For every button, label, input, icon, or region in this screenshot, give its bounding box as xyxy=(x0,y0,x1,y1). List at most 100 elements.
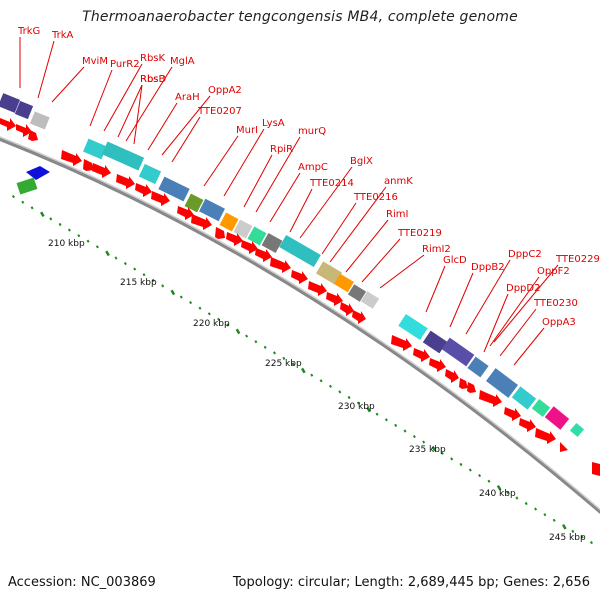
gene-label: TTE0214 xyxy=(309,178,354,189)
leader-line xyxy=(161,95,211,156)
cds-arrow xyxy=(467,382,476,393)
minor-tick xyxy=(282,356,286,360)
kbp-label: 230 kbp xyxy=(338,402,375,412)
minor-tick xyxy=(347,395,351,400)
minor-tick xyxy=(459,462,463,467)
cog-box xyxy=(511,386,537,410)
minor-tick xyxy=(151,278,155,282)
minor-tick xyxy=(524,501,528,506)
minor-tick xyxy=(95,245,99,249)
leader-line xyxy=(269,172,301,223)
cog-box xyxy=(247,226,267,246)
gene-label: OppA3 xyxy=(542,317,576,328)
length-value: 2,689,445 bp xyxy=(407,575,495,590)
minor-tick xyxy=(329,384,332,388)
cds-arrow xyxy=(151,191,170,206)
cog-box xyxy=(184,193,204,213)
cds-arrow xyxy=(215,227,225,239)
minor-tick xyxy=(207,312,211,316)
minor-tick xyxy=(310,373,314,377)
accession-label: Accession: xyxy=(8,575,77,590)
gene-label: DppC2 xyxy=(508,249,542,260)
cog-box xyxy=(219,212,239,232)
leader-line xyxy=(425,265,446,313)
minor-tick xyxy=(67,228,71,232)
topology-label: Topology: xyxy=(232,575,294,590)
gene-label: MglA xyxy=(170,56,195,67)
kbp-label: 210 kbp xyxy=(48,239,85,249)
cog-box xyxy=(569,422,585,438)
cog-box xyxy=(467,356,489,378)
gene-label: TrkA xyxy=(51,30,74,41)
cds-arrow xyxy=(429,358,446,372)
topology-value: circular xyxy=(297,575,346,590)
kbp-label: 225 kbp xyxy=(265,359,302,369)
minor-tick xyxy=(263,345,267,349)
minor-tick xyxy=(49,217,53,221)
minor-tick xyxy=(189,301,193,305)
cog-box xyxy=(83,138,107,160)
accession-value: NC_003869 xyxy=(80,575,156,590)
major-tick xyxy=(562,524,567,530)
gene-label: TTE0216 xyxy=(353,192,398,203)
sep-2: ; xyxy=(494,575,504,590)
gene-label: MviM xyxy=(82,56,108,67)
cog-box xyxy=(233,219,253,239)
gene-label: anmK xyxy=(384,176,413,187)
minor-tick xyxy=(77,234,81,238)
minor-tick xyxy=(375,412,379,416)
minor-tick xyxy=(133,267,137,271)
minor-tick xyxy=(384,418,388,422)
major-tick xyxy=(105,250,110,257)
gene-label: DppD2 xyxy=(506,283,540,294)
cog-band xyxy=(0,93,585,438)
minor-tick xyxy=(515,496,519,500)
gene-label: TTE0230 xyxy=(533,298,578,309)
gene-label: GlcD xyxy=(443,255,467,266)
minor-tick xyxy=(543,513,547,517)
minor-tick xyxy=(403,429,407,433)
minor-tick xyxy=(123,262,127,266)
leader-line xyxy=(51,66,85,103)
minor-tick xyxy=(356,401,360,405)
gene-label: PurR2 xyxy=(110,59,140,70)
leader-line xyxy=(499,308,537,357)
cds-arrow xyxy=(519,418,536,432)
cog-box xyxy=(422,330,448,354)
minor-tick xyxy=(478,474,482,478)
minor-tick xyxy=(179,295,183,299)
leader-line xyxy=(489,276,540,347)
cds-arrow xyxy=(326,292,343,306)
gene-label: OppF2 xyxy=(537,266,570,277)
genome-summary: Topology: circular; Length: 2,689,445 bp… xyxy=(233,575,590,590)
cog-box xyxy=(14,100,34,120)
leader-line xyxy=(465,259,511,335)
minor-tick xyxy=(552,518,556,522)
kbp-label: 215 kbp xyxy=(120,278,157,288)
minor-tick xyxy=(506,490,510,494)
major-tick xyxy=(235,328,241,335)
leader-line xyxy=(171,116,201,163)
cog-box xyxy=(315,261,343,285)
cog-box xyxy=(101,141,145,171)
cds-arrow xyxy=(241,240,258,254)
gene-label: AmpC xyxy=(298,162,328,173)
major-tick xyxy=(366,406,371,413)
cog-box xyxy=(0,93,20,113)
cds-arrow xyxy=(0,118,16,131)
leader-line xyxy=(255,136,301,213)
leader-line xyxy=(361,238,401,283)
kbp-label: 240 kbp xyxy=(479,489,516,499)
minor-tick xyxy=(58,222,62,227)
cog-box xyxy=(279,234,321,268)
gene-label: OppA2 xyxy=(208,85,242,96)
gene-label: TTE0219 xyxy=(397,228,442,239)
major-tick xyxy=(170,289,176,296)
leader-line xyxy=(89,69,113,127)
gene-label: TTE0207 xyxy=(197,106,242,117)
minor-tick xyxy=(30,206,34,210)
cog-box xyxy=(158,176,190,202)
leader-line xyxy=(289,188,313,233)
